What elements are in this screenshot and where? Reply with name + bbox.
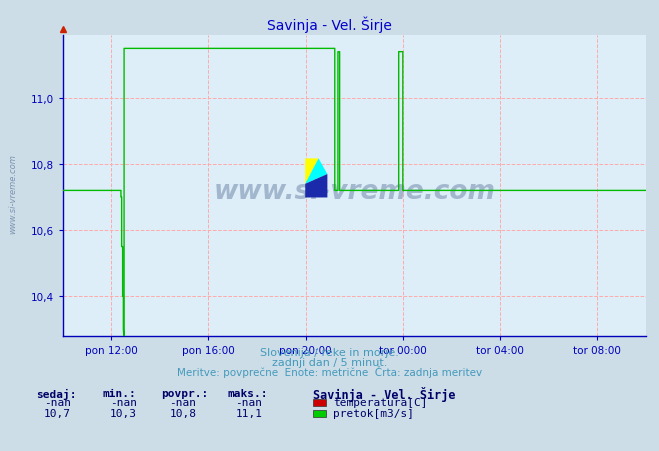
Text: min.:: min.: (102, 388, 136, 398)
Text: povpr.:: povpr.: (161, 388, 209, 398)
Text: zadnji dan / 5 minut.: zadnji dan / 5 minut. (272, 357, 387, 367)
Text: pretok[m3/s]: pretok[m3/s] (333, 409, 414, 419)
Text: sedaj:: sedaj: (36, 388, 76, 399)
Text: 10,3: 10,3 (110, 408, 137, 418)
Text: Slovenija / reke in morje.: Slovenija / reke in morje. (260, 348, 399, 358)
Polygon shape (305, 159, 328, 184)
Polygon shape (305, 175, 328, 198)
Text: Savinja - Vel. Širje: Savinja - Vel. Širje (313, 386, 455, 401)
Text: www.si-vreme.com: www.si-vreme.com (214, 179, 495, 205)
Text: -nan: -nan (169, 397, 196, 407)
Text: 10,7: 10,7 (44, 408, 71, 418)
Text: www.si-vreme.com: www.si-vreme.com (8, 154, 17, 234)
Text: -nan: -nan (235, 397, 262, 407)
Text: maks.:: maks.: (227, 388, 268, 398)
Text: Meritve: povprečne  Enote: metrične  Črta: zadnja meritev: Meritve: povprečne Enote: metrične Črta:… (177, 365, 482, 377)
Text: 10,8: 10,8 (169, 408, 196, 418)
Text: 11,1: 11,1 (235, 408, 262, 418)
Text: -nan: -nan (44, 397, 71, 407)
Text: temperatura[C]: temperatura[C] (333, 397, 427, 407)
Text: Savinja - Vel. Širje: Savinja - Vel. Širje (267, 17, 392, 33)
Text: -nan: -nan (110, 397, 137, 407)
Polygon shape (305, 159, 318, 184)
